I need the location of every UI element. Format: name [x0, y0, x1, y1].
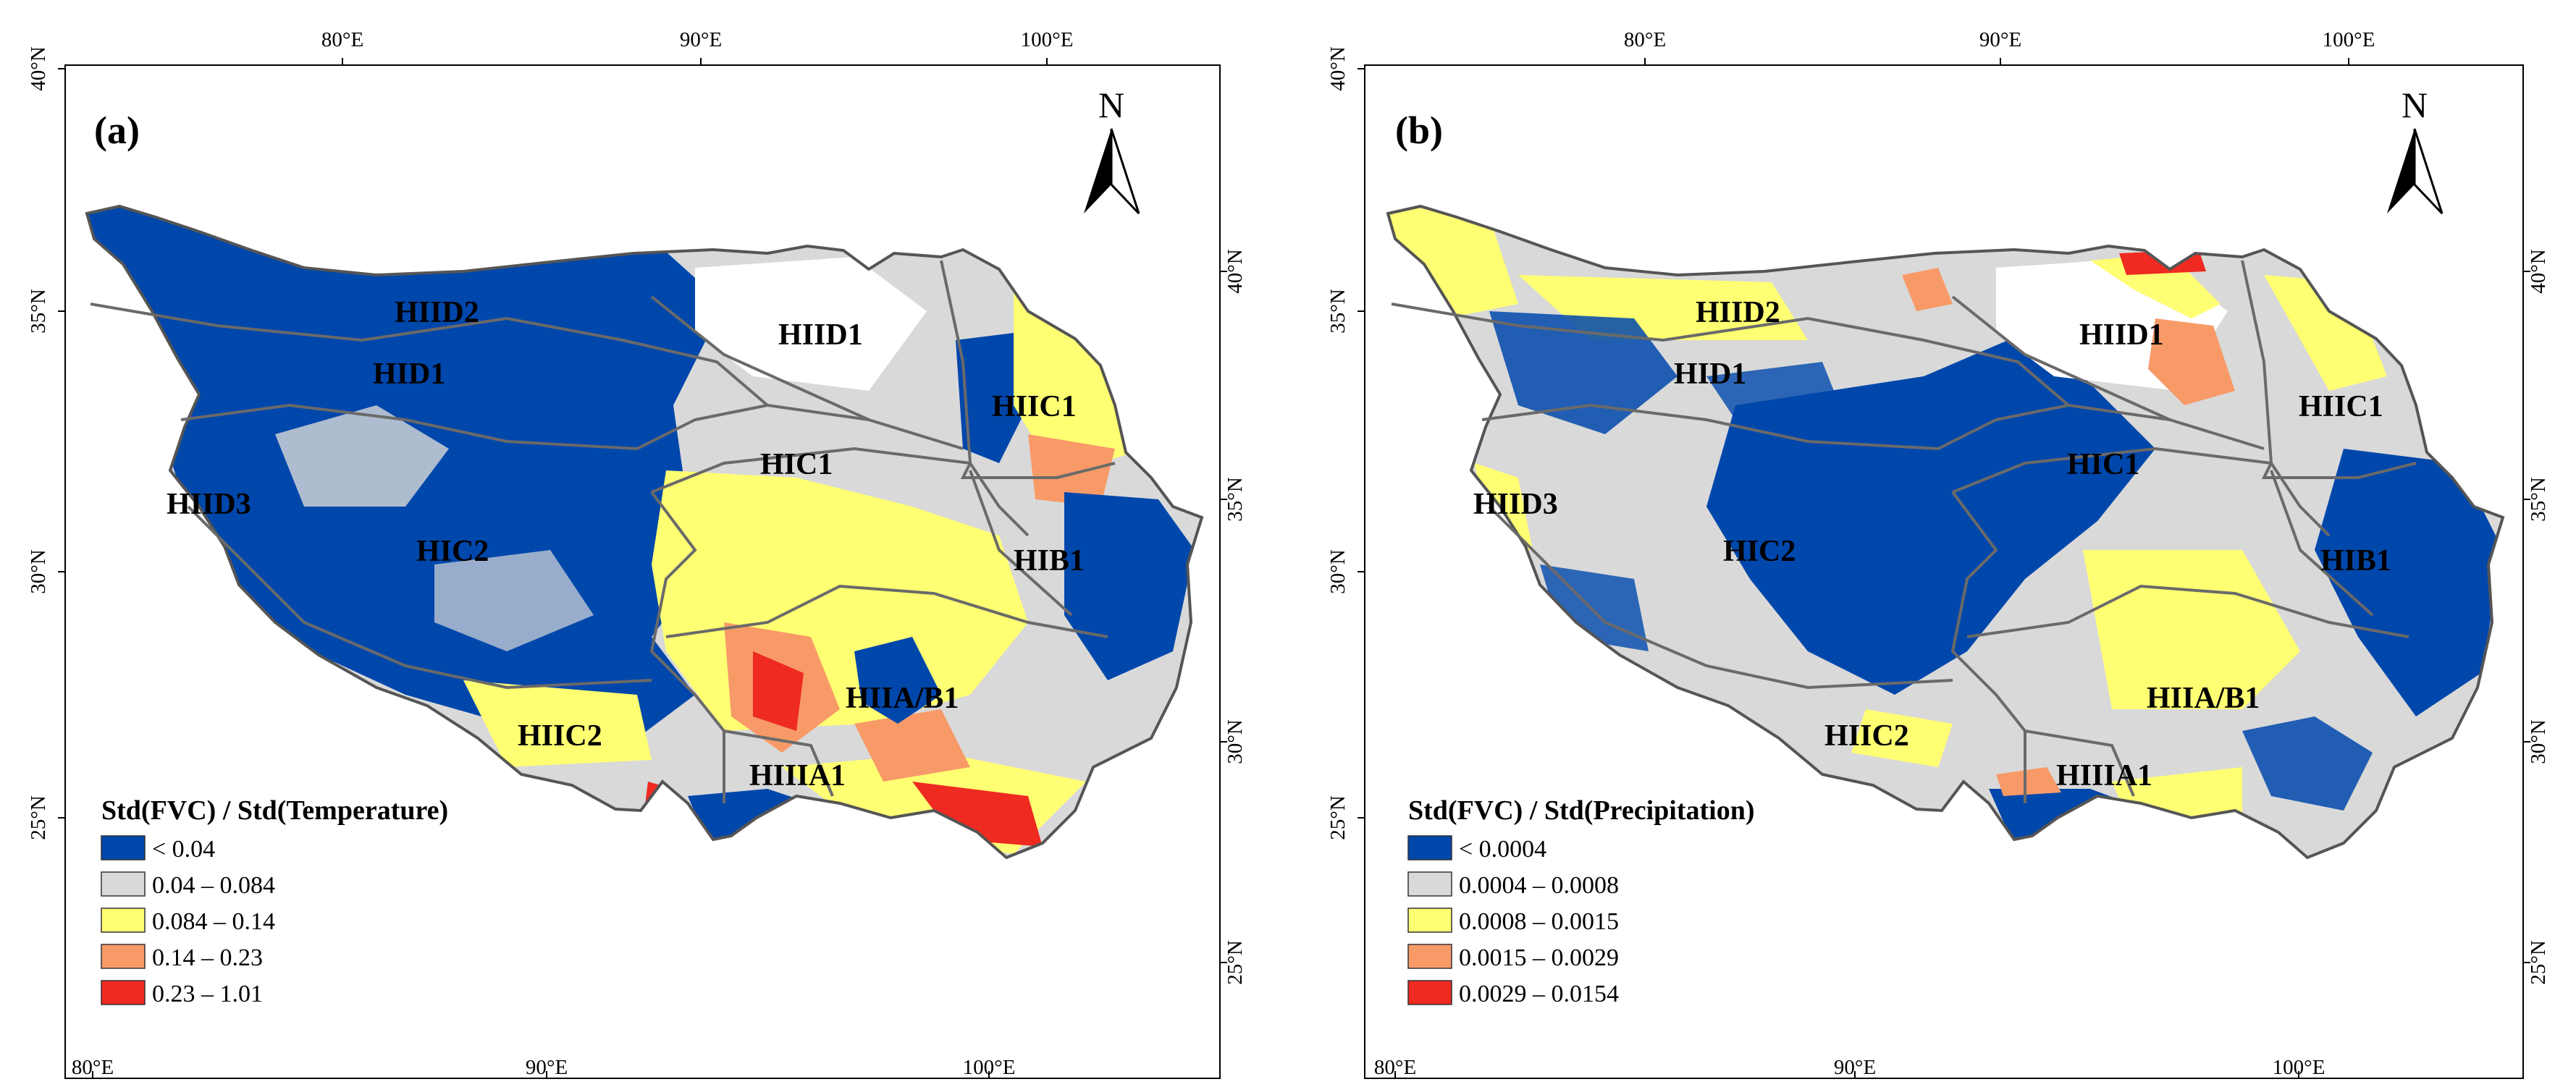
tick-label: 40°N: [1326, 46, 1350, 91]
tick-label: 40°N: [2527, 249, 2550, 294]
legend-swatch: [101, 944, 146, 969]
left-axis: 40°N 35°N 30°N 25°N: [1326, 46, 1365, 840]
tick-label: 35°N: [1326, 289, 1350, 334]
region-label: HIC2: [416, 535, 489, 568]
tick-label: 90°E: [1834, 1056, 1876, 1079]
legend-item-label: 0.0015 – 0.0029: [1459, 944, 1619, 971]
region-boundaries: [90, 260, 1116, 803]
tick-label: 35°N: [2527, 477, 2550, 522]
tick-label: 30°N: [1326, 549, 1350, 594]
legend-swatch: [1407, 944, 1452, 969]
region-label: HIIC1: [2299, 390, 2383, 423]
tick-label: 100°E: [1021, 28, 1074, 51]
legend-swatch: [101, 871, 146, 897]
region-label: HIIIA1: [2056, 759, 2152, 792]
panel-a: 80°E 90°E 100°E 80°E 90°E 100°E 40°N 35°…: [27, 28, 1247, 1079]
panel-label: (a): [94, 109, 140, 152]
tick-label: 25°N: [2527, 940, 2550, 985]
legend: Std(FVC) / Std(Temperature) < 0.04 0.04 …: [101, 795, 448, 1007]
legend-item-label: 0.084 – 0.14: [152, 908, 275, 935]
tick-label: 90°E: [1979, 28, 2021, 51]
tick-label: 40°N: [1224, 249, 1247, 294]
region-label: HIB1: [2320, 544, 2391, 578]
legend-swatch: [1407, 980, 1452, 1005]
region-label: HIID3: [1473, 488, 1558, 521]
region-label: HIC1: [2067, 448, 2139, 481]
region-label: HIIIA1: [749, 759, 846, 792]
legend-swatch: [101, 835, 146, 860]
legend-item-label: 0.14 – 0.23: [152, 944, 263, 971]
tick-label: 100°E: [963, 1056, 1016, 1079]
north-arrow: N: [2387, 85, 2444, 215]
legend-title: Std(FVC) / Std(Precipitation): [1408, 795, 1755, 826]
north-arrow-label: N: [1098, 85, 1124, 125]
tick-label: 35°N: [27, 289, 50, 334]
panel-b: 80°E 90°E 100°E 80°E 90°E 100°E 40°N 35°…: [1326, 28, 2550, 1079]
right-axis: 40°N 35°N 30°N 25°N: [2523, 249, 2550, 985]
legend-swatch: [101, 908, 146, 933]
legend-swatch: [1407, 908, 1452, 933]
tick-label: 80°E: [321, 28, 363, 51]
tick-label: 80°E: [1624, 28, 1666, 51]
bottom-axis: 80°E 90°E 100°E: [1374, 1056, 2325, 1079]
region-label: HIID2: [395, 296, 479, 329]
region-labels: HIID2 HID1 HIID1 HIIC1 HIID3 HIC1 HIC2 H…: [1473, 296, 2391, 792]
region-label: HIC1: [760, 448, 833, 481]
legend-swatch: [1407, 835, 1452, 860]
tick-label: 30°N: [1224, 719, 1247, 764]
legend: Std(FVC) / Std(Precipitation) < 0.0004 0…: [1407, 795, 1755, 1007]
legend-swatch: [101, 980, 146, 1005]
north-arrow: N: [1084, 85, 1140, 215]
north-arrow-label: N: [2402, 85, 2428, 125]
legend-item-label: 0.0029 – 0.0154: [1459, 981, 1619, 1007]
tick-label: 100°E: [2273, 1056, 2325, 1079]
tick-label: 80°E: [72, 1056, 114, 1079]
tick-label: 30°N: [27, 549, 50, 594]
region-label: HIIA/B1: [846, 682, 959, 715]
legend-item-label: < 0.04: [152, 836, 215, 863]
region-label: HIC2: [1723, 535, 1796, 568]
region-label: HIID1: [2079, 318, 2164, 352]
tick-label: 25°N: [27, 795, 50, 840]
tick-label: 30°N: [2527, 719, 2550, 764]
region-label: HIID2: [1696, 296, 1780, 329]
legend-swatch: [1407, 871, 1452, 897]
region-label: HIIA/B1: [2147, 682, 2260, 715]
region-labels: HIID2 HID1 HIID1 HIIC1 HIID3 HIC1 HIC2 H…: [167, 296, 1085, 792]
region-label: HIID3: [167, 488, 251, 521]
tick-label: 25°N: [1326, 795, 1350, 840]
tick-label: 80°E: [1374, 1056, 1416, 1079]
legend-item-label: 0.0004 – 0.0008: [1459, 872, 1619, 899]
bottom-axis: 80°E 90°E 100°E: [72, 1056, 1016, 1079]
legend-item-label: 0.23 – 1.01: [152, 981, 263, 1007]
tick-label: 90°E: [680, 28, 722, 51]
right-axis: 40°N 35°N 30°N 25°N: [1220, 249, 1247, 985]
region-label: HIIC1: [992, 390, 1077, 423]
legend-item-label: 0.0008 – 0.0015: [1459, 908, 1619, 935]
legend-item-label: 0.04 – 0.084: [152, 872, 275, 899]
panel-label: (b): [1395, 109, 1443, 152]
legend-title: Std(FVC) / Std(Temperature): [101, 795, 448, 826]
region-boundaries: [1391, 260, 2417, 803]
left-axis: 40°N 35°N 30°N 25°N: [27, 46, 65, 840]
region-label: HIID1: [778, 318, 863, 352]
tick-label: 100°E: [2323, 28, 2375, 51]
region-label: HIIC2: [1824, 719, 1909, 753]
region-label: HIIC2: [518, 719, 602, 753]
tick-label: 25°N: [1224, 940, 1247, 985]
top-axis: 80°E 90°E 100°E: [321, 28, 1074, 65]
region-label: HID1: [373, 358, 445, 391]
region-label: HIB1: [1014, 544, 1085, 578]
tick-label: 40°N: [27, 46, 50, 91]
legend-item-label: < 0.0004: [1459, 836, 1546, 863]
tick-label: 35°N: [1224, 477, 1247, 522]
tick-label: 90°E: [526, 1056, 568, 1079]
region-label: HID1: [1674, 358, 1746, 391]
top-axis: 80°E 90°E 100°E: [1624, 28, 2375, 65]
